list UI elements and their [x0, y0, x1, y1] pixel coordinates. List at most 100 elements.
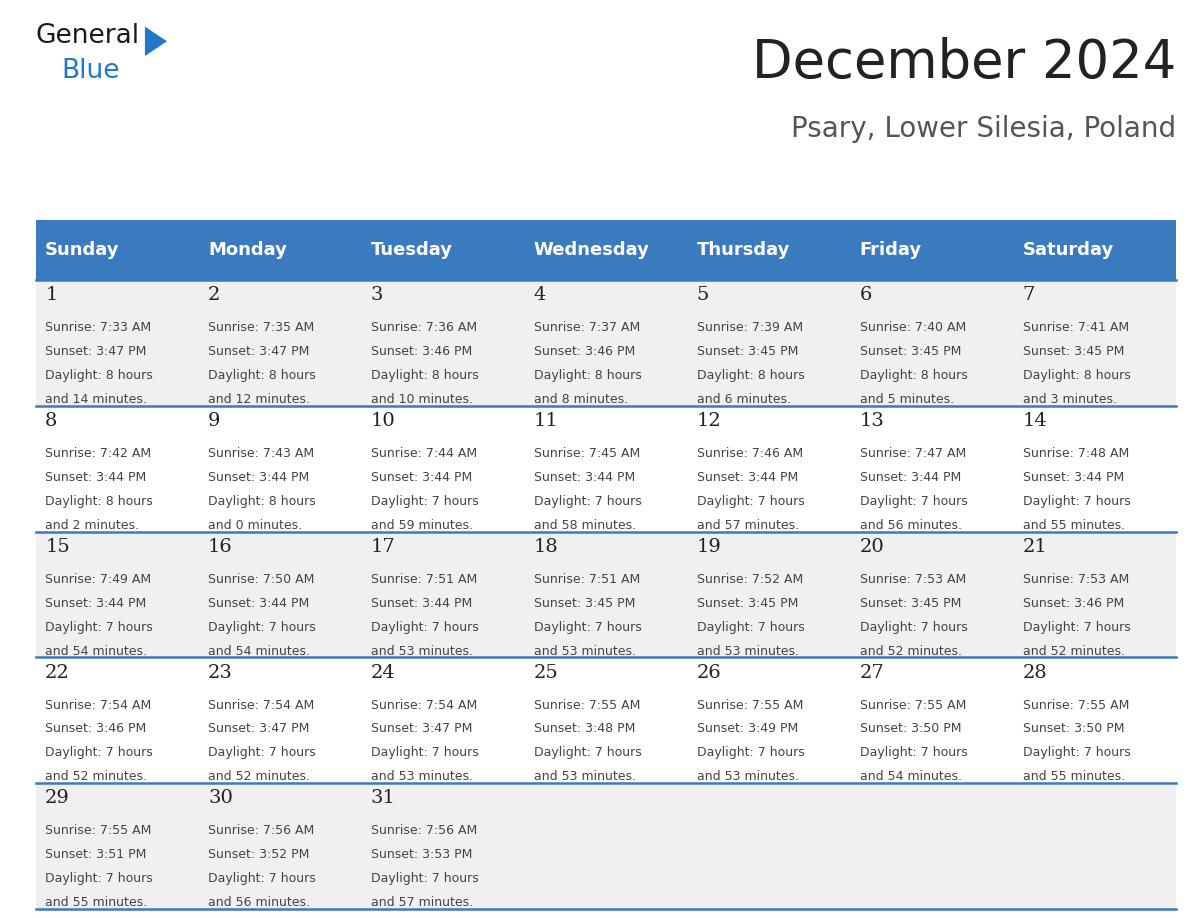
- Text: 20: 20: [860, 538, 885, 556]
- Text: Sunrise: 7:51 AM: Sunrise: 7:51 AM: [371, 573, 478, 586]
- Text: and 59 minutes.: and 59 minutes.: [371, 519, 473, 532]
- Text: and 52 minutes.: and 52 minutes.: [208, 770, 310, 783]
- Text: 12: 12: [697, 412, 721, 431]
- Text: Daylight: 7 hours: Daylight: 7 hours: [208, 621, 316, 633]
- Text: Sunrise: 7:52 AM: Sunrise: 7:52 AM: [697, 573, 803, 586]
- Text: Daylight: 7 hours: Daylight: 7 hours: [697, 621, 804, 633]
- Text: Sunset: 3:46 PM: Sunset: 3:46 PM: [533, 345, 636, 358]
- Text: 29: 29: [45, 789, 70, 808]
- Text: and 57 minutes.: and 57 minutes.: [371, 896, 473, 909]
- Text: Sunrise: 7:44 AM: Sunrise: 7:44 AM: [371, 447, 478, 460]
- Bar: [36, 657, 1176, 783]
- Text: 28: 28: [1023, 664, 1048, 682]
- Text: Sunset: 3:47 PM: Sunset: 3:47 PM: [45, 345, 146, 358]
- Text: Sunset: 3:47 PM: Sunset: 3:47 PM: [208, 722, 309, 735]
- Text: Sunrise: 7:51 AM: Sunrise: 7:51 AM: [533, 573, 640, 586]
- Text: Sunrise: 7:55 AM: Sunrise: 7:55 AM: [533, 699, 640, 711]
- Text: 14: 14: [1023, 412, 1048, 431]
- Text: Daylight: 8 hours: Daylight: 8 hours: [371, 369, 479, 382]
- Text: Sunrise: 7:42 AM: Sunrise: 7:42 AM: [45, 447, 151, 460]
- Text: and 14 minutes.: and 14 minutes.: [45, 393, 147, 406]
- Text: and 3 minutes.: and 3 minutes.: [1023, 393, 1117, 406]
- Text: 21: 21: [1023, 538, 1048, 556]
- Text: Daylight: 7 hours: Daylight: 7 hours: [371, 495, 479, 508]
- Text: Sunrise: 7:55 AM: Sunrise: 7:55 AM: [697, 699, 803, 711]
- Text: and 53 minutes.: and 53 minutes.: [533, 644, 636, 657]
- Text: Daylight: 8 hours: Daylight: 8 hours: [533, 369, 642, 382]
- Text: Sunrise: 7:46 AM: Sunrise: 7:46 AM: [697, 447, 803, 460]
- Text: Sunrise: 7:39 AM: Sunrise: 7:39 AM: [697, 321, 803, 334]
- Text: Saturday: Saturday: [1023, 241, 1114, 259]
- Text: Daylight: 7 hours: Daylight: 7 hours: [533, 495, 642, 508]
- Text: and 52 minutes.: and 52 minutes.: [1023, 644, 1125, 657]
- Text: Sunrise: 7:50 AM: Sunrise: 7:50 AM: [208, 573, 315, 586]
- Text: and 52 minutes.: and 52 minutes.: [860, 644, 962, 657]
- Text: Daylight: 7 hours: Daylight: 7 hours: [1023, 746, 1131, 759]
- Text: Sunset: 3:47 PM: Sunset: 3:47 PM: [208, 345, 309, 358]
- Polygon shape: [145, 27, 168, 56]
- Text: Sunrise: 7:54 AM: Sunrise: 7:54 AM: [45, 699, 151, 711]
- Text: Sunset: 3:51 PM: Sunset: 3:51 PM: [45, 848, 146, 861]
- Text: Sunset: 3:44 PM: Sunset: 3:44 PM: [45, 471, 146, 484]
- Text: Sunset: 3:53 PM: Sunset: 3:53 PM: [371, 848, 473, 861]
- Text: 30: 30: [208, 789, 233, 808]
- Text: 31: 31: [371, 789, 396, 808]
- Text: 3: 3: [371, 286, 384, 305]
- Text: Sunset: 3:44 PM: Sunset: 3:44 PM: [533, 471, 636, 484]
- Text: and 52 minutes.: and 52 minutes.: [45, 770, 147, 783]
- Text: Psary, Lower Silesia, Poland: Psary, Lower Silesia, Poland: [791, 115, 1176, 143]
- Text: Sunset: 3:46 PM: Sunset: 3:46 PM: [45, 722, 146, 735]
- Text: Daylight: 7 hours: Daylight: 7 hours: [371, 621, 479, 633]
- Text: Thursday: Thursday: [697, 241, 790, 259]
- Text: Sunset: 3:47 PM: Sunset: 3:47 PM: [371, 722, 473, 735]
- Text: and 6 minutes.: and 6 minutes.: [697, 393, 791, 406]
- Text: Sunrise: 7:41 AM: Sunrise: 7:41 AM: [1023, 321, 1129, 334]
- Bar: [36, 783, 1176, 909]
- Text: 16: 16: [208, 538, 233, 556]
- Text: Sunrise: 7:48 AM: Sunrise: 7:48 AM: [1023, 447, 1129, 460]
- Text: Sunrise: 7:55 AM: Sunrise: 7:55 AM: [1023, 699, 1129, 711]
- Text: Daylight: 7 hours: Daylight: 7 hours: [533, 746, 642, 759]
- Text: and 56 minutes.: and 56 minutes.: [860, 519, 962, 532]
- Text: and 55 minutes.: and 55 minutes.: [45, 896, 147, 909]
- Text: Daylight: 7 hours: Daylight: 7 hours: [1023, 621, 1131, 633]
- Text: Sunrise: 7:37 AM: Sunrise: 7:37 AM: [533, 321, 640, 334]
- Text: Sunset: 3:44 PM: Sunset: 3:44 PM: [1023, 471, 1124, 484]
- Text: 18: 18: [533, 538, 558, 556]
- Text: Sunrise: 7:53 AM: Sunrise: 7:53 AM: [1023, 573, 1129, 586]
- Text: Sunset: 3:46 PM: Sunset: 3:46 PM: [1023, 597, 1124, 610]
- Text: Daylight: 7 hours: Daylight: 7 hours: [1023, 495, 1131, 508]
- Text: Sunrise: 7:36 AM: Sunrise: 7:36 AM: [371, 321, 478, 334]
- Text: Sunset: 3:44 PM: Sunset: 3:44 PM: [371, 597, 473, 610]
- Text: Daylight: 7 hours: Daylight: 7 hours: [697, 495, 804, 508]
- Text: Sunset: 3:46 PM: Sunset: 3:46 PM: [371, 345, 473, 358]
- Text: Sunrise: 7:53 AM: Sunrise: 7:53 AM: [860, 573, 966, 586]
- Text: Sunset: 3:44 PM: Sunset: 3:44 PM: [208, 471, 309, 484]
- Text: Sunday: Sunday: [45, 241, 120, 259]
- Text: Daylight: 7 hours: Daylight: 7 hours: [208, 746, 316, 759]
- Text: Daylight: 8 hours: Daylight: 8 hours: [1023, 369, 1131, 382]
- Text: Sunset: 3:44 PM: Sunset: 3:44 PM: [371, 471, 473, 484]
- Text: 8: 8: [45, 412, 57, 431]
- Text: 25: 25: [533, 664, 558, 682]
- Text: Sunset: 3:45 PM: Sunset: 3:45 PM: [860, 345, 961, 358]
- Text: 4: 4: [533, 286, 546, 305]
- Text: 26: 26: [697, 664, 721, 682]
- Text: Daylight: 7 hours: Daylight: 7 hours: [45, 872, 153, 885]
- Text: and 53 minutes.: and 53 minutes.: [371, 644, 473, 657]
- Text: and 2 minutes.: and 2 minutes.: [45, 519, 139, 532]
- Text: Sunset: 3:44 PM: Sunset: 3:44 PM: [697, 471, 798, 484]
- Text: Friday: Friday: [860, 241, 922, 259]
- Text: Daylight: 7 hours: Daylight: 7 hours: [860, 746, 967, 759]
- Text: Sunrise: 7:47 AM: Sunrise: 7:47 AM: [860, 447, 966, 460]
- Text: and 54 minutes.: and 54 minutes.: [208, 644, 310, 657]
- Text: Sunset: 3:50 PM: Sunset: 3:50 PM: [1023, 722, 1124, 735]
- Text: Sunset: 3:49 PM: Sunset: 3:49 PM: [697, 722, 798, 735]
- Text: Daylight: 7 hours: Daylight: 7 hours: [371, 872, 479, 885]
- Text: Daylight: 7 hours: Daylight: 7 hours: [45, 746, 153, 759]
- Text: and 53 minutes.: and 53 minutes.: [697, 770, 798, 783]
- Text: and 53 minutes.: and 53 minutes.: [533, 770, 636, 783]
- Text: Sunrise: 7:33 AM: Sunrise: 7:33 AM: [45, 321, 151, 334]
- Text: 5: 5: [697, 286, 709, 305]
- Text: 22: 22: [45, 664, 70, 682]
